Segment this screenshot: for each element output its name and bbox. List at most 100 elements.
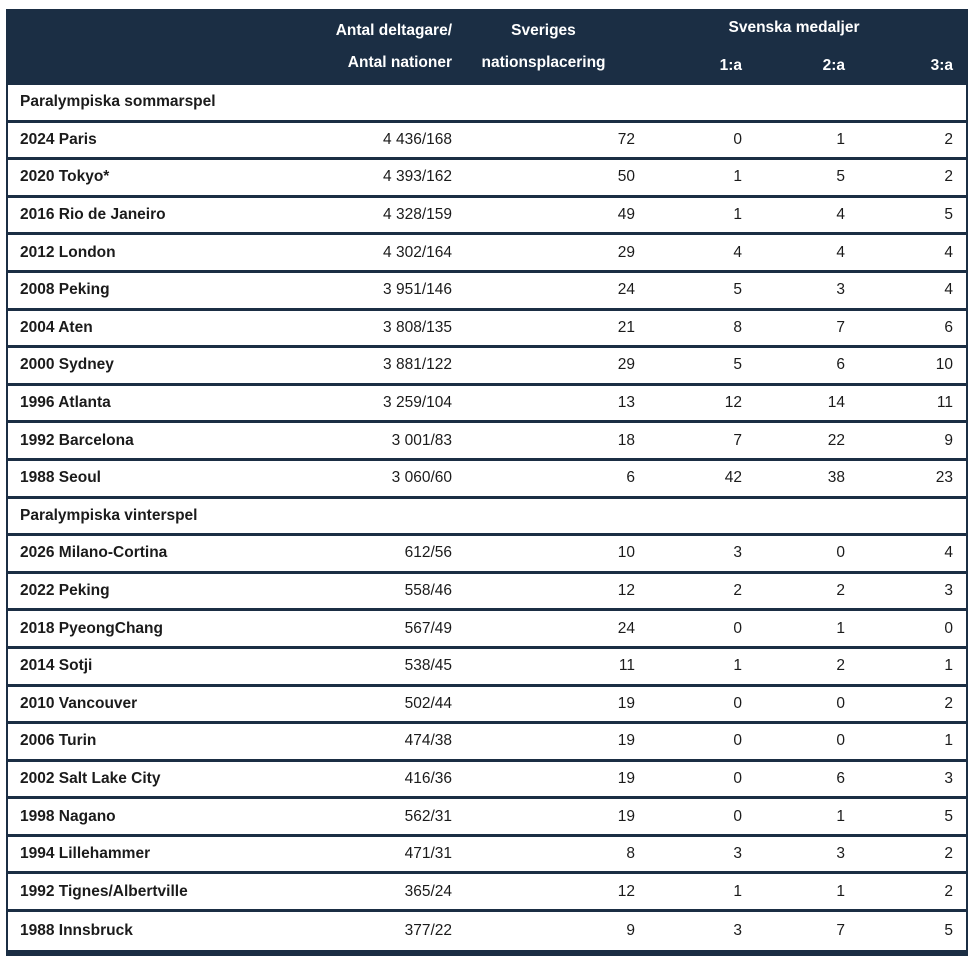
event-cell: 1992 Barcelona <box>20 431 134 449</box>
gold-cell: 5 <box>733 281 742 299</box>
silver-cell: 2 <box>836 582 845 600</box>
silver-cell: 3 <box>836 281 845 299</box>
section-title: Paralympiska vinterspel <box>20 506 198 524</box>
bronze-cell: 9 <box>944 431 953 449</box>
paralympics-statistics-table: Antal deltagare/ Antal nationer Sveriges… <box>6 9 968 956</box>
bronze-cell: 2 <box>944 882 953 900</box>
event-cell: 2014 Sotji <box>20 657 93 675</box>
placement-cell: 72 <box>617 130 635 148</box>
table-row: 2020 Tokyo* 4 393/162 50 1 5 2 <box>8 160 966 198</box>
silver-cell: 0 <box>836 544 845 562</box>
silver-cell: 14 <box>827 394 845 412</box>
header-participants-line2: Antal nationer <box>347 53 452 71</box>
silver-cell: 0 <box>836 732 845 750</box>
silver-cell: 6 <box>836 356 845 374</box>
event-cell: 2000 Sydney <box>20 356 114 374</box>
bronze-cell: 0 <box>944 619 953 637</box>
participants-cell: 612/56 <box>404 544 452 562</box>
gold-cell: 0 <box>733 130 742 148</box>
table-row: 2006 Turin 474/38 19 0 0 1 <box>8 724 966 762</box>
event-cell: 1988 Innsbruck <box>20 921 133 939</box>
silver-cell: 4 <box>836 206 845 224</box>
table-row: 2016 Rio de Janeiro 4 328/159 49 1 4 5 <box>8 197 966 236</box>
placement-cell: 19 <box>617 694 635 712</box>
placement-cell: 12 <box>617 582 635 600</box>
placement-cell: 18 <box>617 431 635 449</box>
participants-cell: 3 060/60 <box>391 469 452 487</box>
event-cell: 2026 Milano-Cortina <box>20 544 168 562</box>
event-cell: 2018 PyeongChang <box>20 619 163 637</box>
bronze-cell: 4 <box>944 243 953 261</box>
bronze-cell: 2 <box>944 845 953 863</box>
gold-cell: 4 <box>733 243 742 261</box>
silver-cell: 1 <box>836 882 845 900</box>
bronze-cell: 23 <box>935 469 953 487</box>
gold-cell: 0 <box>733 694 742 712</box>
silver-cell: 5 <box>836 168 845 186</box>
bronze-cell: 1 <box>944 732 953 750</box>
bronze-cell: 4 <box>944 544 953 562</box>
participants-cell: 3 001/83 <box>391 431 452 449</box>
gold-cell: 0 <box>733 619 742 637</box>
gold-cell: 12 <box>724 394 742 412</box>
table-row: 2002 Salt Lake City 416/36 19 0 6 3 <box>8 761 966 800</box>
table-row: 2022 Peking 558/46 12 2 2 3 <box>8 573 966 612</box>
table-row: 2026 Milano-Cortina 612/56 10 3 0 4 <box>8 536 966 574</box>
silver-cell: 4 <box>836 243 845 261</box>
table-row: 2004 Aten 3 808/135 21 8 7 6 <box>8 310 966 349</box>
silver-cell: 7 <box>836 318 845 336</box>
event-cell: 2020 Tokyo* <box>20 168 110 186</box>
placement-cell: 11 <box>618 657 635 675</box>
placement-cell: 29 <box>617 243 635 261</box>
participants-cell: 377/22 <box>404 921 452 939</box>
silver-cell: 1 <box>836 619 845 637</box>
table-row: 1992 Tignes/Albertville 365/24 12 1 1 2 <box>8 874 966 913</box>
participants-cell: 4 302/164 <box>383 243 452 261</box>
section-row: Paralympiska sommarspel <box>8 85 966 123</box>
placement-cell: 49 <box>617 206 635 224</box>
silver-cell: 22 <box>827 431 845 449</box>
header-swedish-medals-group: Svenska medaljer <box>728 19 860 36</box>
event-cell: 2008 Peking <box>20 281 110 299</box>
participants-cell: 4 328/159 <box>383 206 452 224</box>
silver-cell: 1 <box>836 130 845 148</box>
silver-cell: 38 <box>827 469 845 487</box>
table-row: 1988 Innsbruck 377/22 9 3 7 5 <box>8 912 966 950</box>
bronze-cell: 3 <box>944 582 953 600</box>
event-cell: 2002 Salt Lake City <box>20 769 161 787</box>
participants-cell: 4 393/162 <box>383 168 452 186</box>
bronze-cell: 3 <box>944 769 953 787</box>
placement-cell: 19 <box>617 732 635 750</box>
placement-cell: 9 <box>626 921 635 939</box>
participants-cell: 3 881/122 <box>383 356 452 374</box>
participants-cell: 471/31 <box>404 845 452 863</box>
gold-cell: 2 <box>733 582 742 600</box>
gold-cell: 3 <box>733 921 742 939</box>
event-cell: 2016 Rio de Janeiro <box>20 206 166 224</box>
event-cell: 2024 Paris <box>20 130 97 148</box>
table-row: 2010 Vancouver 502/44 19 0 0 2 <box>8 686 966 725</box>
gold-cell: 1 <box>733 882 742 900</box>
event-cell: 1988 Seoul <box>20 469 101 487</box>
event-cell: 2010 Vancouver <box>20 694 138 712</box>
placement-cell: 12 <box>617 882 635 900</box>
participants-cell: 3 951/146 <box>383 281 452 299</box>
silver-cell: 1 <box>836 807 845 825</box>
participants-cell: 562/31 <box>404 807 452 825</box>
table-row: 2024 Paris 4 436/168 72 0 1 2 <box>8 122 966 161</box>
section-title: Paralympiska sommarspel <box>20 93 216 111</box>
event-cell: 2022 Peking <box>20 582 110 600</box>
header-bronze-3a: 3:a <box>930 57 953 74</box>
silver-cell: 7 <box>836 921 845 939</box>
table-header: Antal deltagare/ Antal nationer Sveriges… <box>8 9 966 85</box>
header-gold-1a: 1:a <box>719 57 742 74</box>
gold-cell: 1 <box>733 168 742 186</box>
bronze-cell: 5 <box>944 206 953 224</box>
bronze-cell: 2 <box>944 694 953 712</box>
placement-cell: 24 <box>617 619 635 637</box>
bronze-cell: 2 <box>944 130 953 148</box>
participants-cell: 4 436/168 <box>383 130 452 148</box>
placement-cell: 29 <box>617 356 635 374</box>
header-nation-placement: Sveriges nationsplacering <box>452 9 635 85</box>
participants-cell: 365/24 <box>404 882 452 900</box>
